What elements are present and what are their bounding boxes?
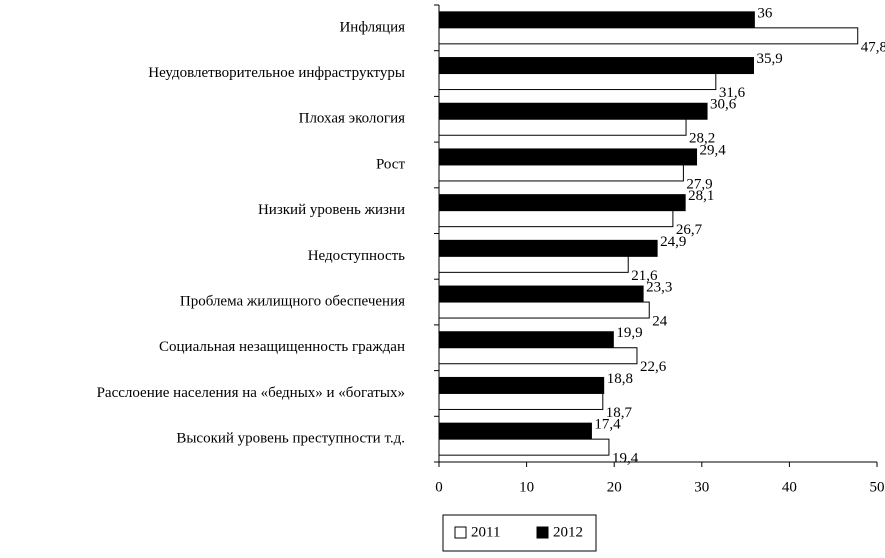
bar: [438, 392, 604, 410]
bar: [438, 376, 605, 394]
x-tick-label: 40: [782, 479, 797, 495]
bar: [438, 210, 674, 228]
value-label: 28,1: [688, 188, 714, 204]
value-label: 31,6: [719, 85, 746, 101]
bar: [438, 57, 754, 75]
bar: [438, 73, 717, 91]
value-label: 19,9: [616, 325, 642, 341]
x-tick-label: 0: [435, 479, 443, 495]
value-label: 26,7: [676, 222, 703, 238]
bar: [438, 438, 610, 456]
value-label: 17,4: [594, 417, 621, 433]
value-label: 18,8: [607, 371, 633, 387]
legend-swatch: [536, 526, 549, 539]
value-label: 22,6: [640, 359, 667, 375]
bar: [438, 148, 698, 166]
legend-swatch: [454, 526, 467, 539]
category-label: Проблема жилищного обеспечения: [180, 293, 405, 309]
bar: [438, 422, 592, 440]
value-label: 19,4: [612, 451, 639, 467]
category-label: Низкий уровень жизни: [258, 202, 405, 218]
category-label: Плохая экология: [299, 111, 405, 127]
category-label: Высокий уровень преступности т.д.: [176, 431, 405, 447]
bar: [438, 102, 708, 120]
value-label: 35,9: [756, 51, 782, 67]
value-label: 29,4: [700, 142, 727, 158]
legend-label: 2012: [553, 524, 583, 540]
value-label: 24: [652, 313, 668, 329]
x-tick-label: 10: [519, 479, 534, 495]
category-label: Неудовлетворительное инфраструктуры: [148, 65, 405, 81]
value-label: 27,9: [686, 176, 712, 192]
bar: [438, 27, 859, 45]
value-label: 21,6: [631, 268, 658, 284]
value-label: 24,9: [660, 234, 686, 250]
value-label: 47,8: [861, 39, 885, 55]
category-label: Инфляция: [339, 19, 405, 35]
x-tick-label: 50: [870, 479, 885, 495]
bar: [438, 347, 638, 365]
value-label: 18,7: [606, 405, 633, 421]
x-tick-label: 20: [607, 479, 622, 495]
bar: [438, 301, 650, 319]
bar: [438, 194, 686, 212]
category-label: Социальная незащищенность граждан: [159, 339, 405, 355]
value-label: 28,2: [689, 131, 715, 147]
bar: [438, 331, 614, 349]
bar: [438, 285, 644, 303]
category-label: Недоступность: [308, 248, 405, 264]
bar: [438, 11, 755, 29]
value-label: 30,6: [710, 97, 737, 113]
value-label: 23,3: [646, 279, 672, 295]
x-tick-label: 30: [694, 479, 709, 495]
bar: [438, 118, 687, 136]
category-label: Рост: [376, 156, 406, 172]
category-label: Расслоение населения на «бедных» и «бога…: [97, 385, 405, 401]
value-label: 36: [757, 5, 773, 21]
legend-label: 2011: [471, 524, 500, 540]
bar: [438, 164, 684, 182]
bar: [438, 239, 658, 257]
bar: [438, 255, 629, 273]
legend-box: [442, 514, 597, 552]
